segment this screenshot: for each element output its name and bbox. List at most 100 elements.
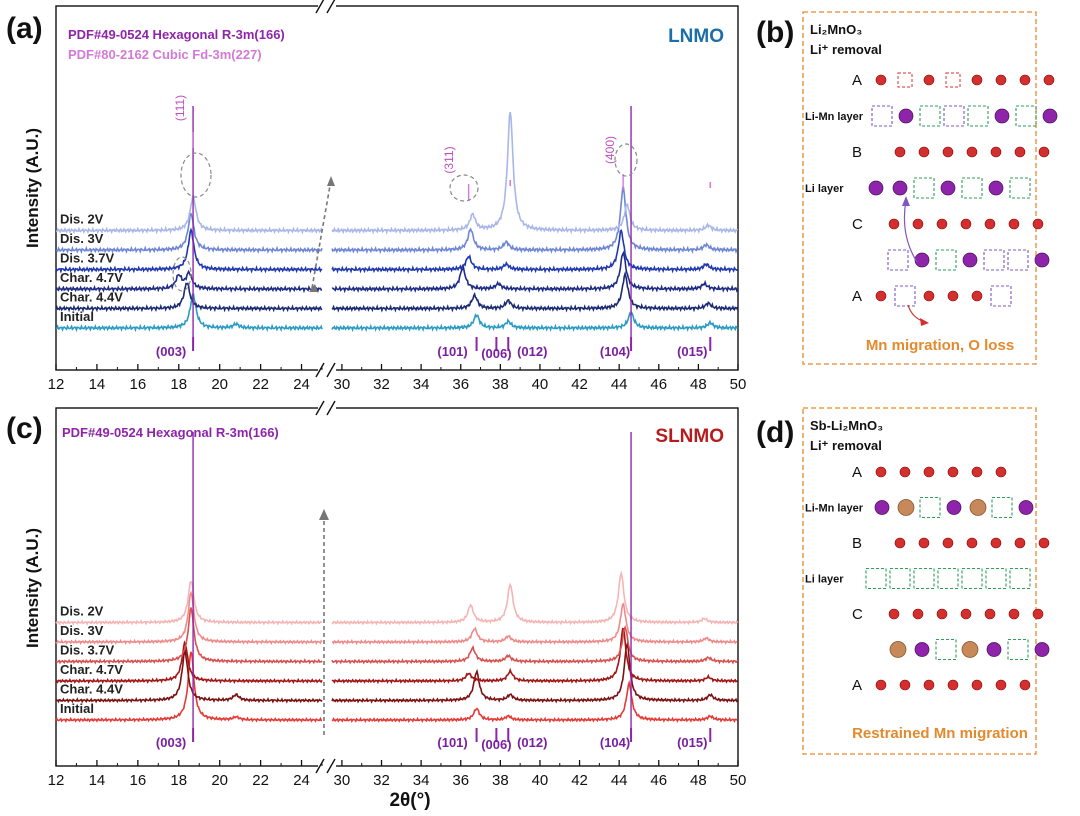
schematic-frame bbox=[802, 407, 1037, 755]
oxygen-atom bbox=[971, 290, 983, 302]
li-vacancy bbox=[935, 249, 957, 271]
reference-hexagonal: PDF#49-0524 Hexagonal R-3m(166) bbox=[62, 425, 279, 440]
x-tick-label: 22 bbox=[252, 376, 269, 393]
atom-row: Li-Mn layer bbox=[805, 105, 1058, 127]
oxygen-atom bbox=[899, 466, 911, 478]
oxygen-atom bbox=[1008, 608, 1020, 620]
series-label: Char. 4.7V bbox=[60, 270, 123, 285]
x-tick-label: 24 bbox=[293, 376, 310, 393]
li-vacancy bbox=[919, 105, 941, 127]
li-vacancy bbox=[961, 177, 983, 199]
series-line-right bbox=[331, 111, 739, 235]
oxygen-atom bbox=[960, 218, 972, 230]
atom-layers: A Li-Mn layer B Li layer C A bbox=[805, 72, 1058, 326]
x-tick-label: 32 bbox=[373, 772, 390, 789]
schematic-title: Sb-Li₂MnO₃ bbox=[810, 418, 883, 433]
axis-break-mark bbox=[326, 362, 336, 378]
li-vacancy bbox=[1009, 567, 1031, 590]
x-tick-label: 14 bbox=[89, 772, 106, 789]
layer-letter: A bbox=[852, 464, 862, 481]
sb-atom bbox=[889, 641, 907, 658]
series-line-left bbox=[55, 227, 323, 274]
x-tick-label: 50 bbox=[730, 772, 747, 789]
x-tick-label: 40 bbox=[532, 772, 549, 789]
oxygen-atom bbox=[1032, 608, 1044, 620]
layer-label: Li-Mn layer bbox=[805, 503, 864, 515]
hkl-label: (012) bbox=[517, 344, 547, 359]
x-tick-label: 46 bbox=[650, 376, 667, 393]
oxygen-atom bbox=[1008, 218, 1020, 230]
axis-break-gap bbox=[323, 409, 331, 765]
x-tick-label: 42 bbox=[571, 772, 588, 789]
x-tick-label: 18 bbox=[170, 376, 187, 393]
mn-vacancy bbox=[887, 249, 909, 271]
highlight-ellipse bbox=[172, 256, 192, 292]
oxygen-atom bbox=[971, 679, 983, 691]
li-vacancy bbox=[937, 567, 959, 590]
series-dis-3v: Dis. 3V bbox=[55, 186, 739, 255]
series-line-left bbox=[55, 651, 322, 723]
series-line-left bbox=[55, 590, 323, 646]
oxygen-atom bbox=[995, 679, 1007, 691]
oxygen-atom bbox=[1019, 679, 1031, 691]
x-tick-label: 18 bbox=[170, 772, 187, 789]
atom-row: A bbox=[852, 72, 1055, 89]
li-vacancy bbox=[1015, 105, 1037, 127]
mn-atom bbox=[1034, 252, 1050, 268]
oxygen-atom bbox=[936, 218, 948, 230]
sample-label: SLNMO bbox=[655, 426, 724, 447]
panel-label-a: (a) bbox=[6, 12, 43, 45]
series-initial: Initial bbox=[55, 651, 739, 724]
mn-atom bbox=[946, 500, 962, 515]
series-line-right bbox=[331, 186, 739, 255]
hkl-label: (104) bbox=[600, 735, 630, 750]
x-tick-label: 16 bbox=[130, 772, 147, 789]
axis-break-mark bbox=[315, 758, 325, 774]
oxygen-atom bbox=[942, 146, 954, 158]
highlight-ellipse bbox=[449, 174, 479, 202]
atom-row: B bbox=[852, 144, 1050, 161]
highlight-ellipse bbox=[614, 143, 638, 177]
oxygen-atom bbox=[899, 679, 911, 691]
x-tick-label: 36 bbox=[452, 376, 469, 393]
series-line-right bbox=[331, 624, 739, 665]
axis-break-gap bbox=[323, 7, 331, 369]
x-tick-label: 30 bbox=[334, 772, 351, 789]
series-line-right bbox=[331, 250, 739, 294]
y-axis-label: Intensity (A.U.) bbox=[23, 128, 42, 248]
mn-atom bbox=[994, 108, 1010, 124]
x-tick-label: 30 bbox=[334, 376, 351, 393]
li-vacancy bbox=[889, 567, 911, 590]
atom-row: A bbox=[852, 464, 1007, 481]
oxygen-atom bbox=[875, 74, 887, 86]
oxygen-atom bbox=[990, 537, 1002, 549]
y-axis-label: Intensity (A.U.) bbox=[23, 528, 42, 648]
x-axis: 12 14 16 18 20 22 24 30 32 34 36 38 40 42 44 46 48 50 bbox=[48, 760, 747, 789]
mn-vacancy bbox=[943, 105, 965, 127]
series-char-4-7v: Char. 4.7V bbox=[55, 627, 738, 685]
li-vacancy bbox=[935, 638, 957, 661]
oxygen-atom bbox=[984, 608, 996, 620]
oxygen-vacancy bbox=[897, 72, 913, 88]
oxygen-atom bbox=[1014, 537, 1026, 549]
oxygen-atom bbox=[875, 679, 887, 691]
atom-row: Li layer bbox=[805, 567, 1031, 590]
layer-letter: A bbox=[852, 677, 862, 694]
series-label: Dis. 3.7V bbox=[60, 251, 115, 266]
series-label: Dis. 2V bbox=[60, 604, 104, 619]
schematic-note: Restrained Mn migration bbox=[852, 725, 1028, 742]
series-label: Dis. 3V bbox=[60, 231, 104, 246]
series-dis-3-7v: Dis. 3.7V bbox=[55, 227, 739, 274]
atom-row: Li layer bbox=[805, 177, 1031, 199]
atom-row bbox=[889, 638, 1050, 661]
arrow-head bbox=[319, 509, 329, 520]
sb-atom bbox=[969, 499, 987, 516]
layer-letter: B bbox=[852, 144, 862, 161]
oxygen-atom bbox=[1038, 146, 1050, 158]
mn-atom bbox=[962, 252, 978, 268]
layer-label: Li layer bbox=[805, 574, 844, 586]
atom-row: B bbox=[852, 535, 1050, 552]
panel-label-c: (c) bbox=[6, 412, 43, 445]
layer-letter: A bbox=[852, 72, 862, 89]
